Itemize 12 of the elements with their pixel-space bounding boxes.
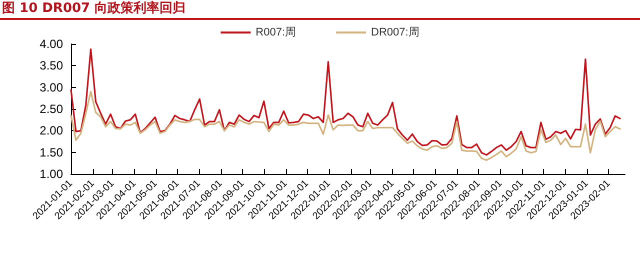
y-tick-label: 3.00 bbox=[40, 80, 64, 94]
chart-title: 图 10 DR007 向政策利率回归 bbox=[0, 0, 640, 20]
line-series bbox=[70, 90, 621, 161]
y-tick-label: 1.50 bbox=[40, 145, 64, 160]
y-tick-label: 3.50 bbox=[40, 58, 64, 73]
line-series bbox=[70, 48, 621, 156]
legend-label: DR007:周 bbox=[371, 26, 420, 38]
legend-label: R007:周 bbox=[256, 26, 296, 38]
y-tick-label: 4.00 bbox=[40, 37, 64, 51]
y-tick-label: 2.50 bbox=[40, 102, 64, 116]
y-tick-label: 1.00 bbox=[40, 167, 64, 181]
y-tick-label: 2.00 bbox=[40, 124, 64, 138]
